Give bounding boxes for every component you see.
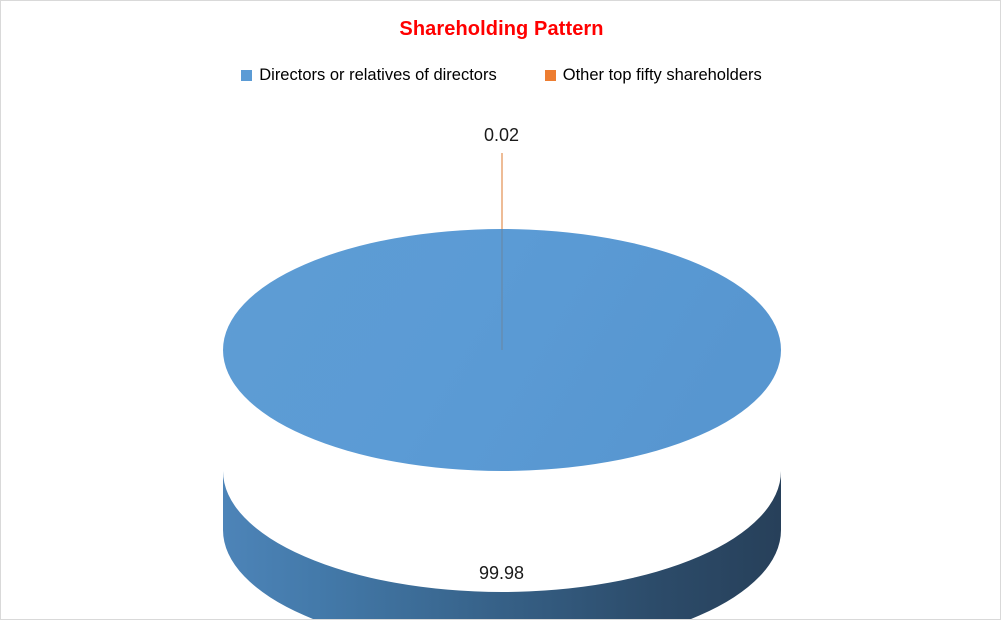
legend-item-directors[interactable]: Directors or relatives of directors [241,67,497,84]
pie-3d-side-wall [223,471,781,619]
legend-swatch-blue-icon [241,69,253,81]
plot-area [1,101,1000,619]
pie-chart-3d [223,153,781,619]
legend-label-directors: Directors or relatives of directors [259,66,497,84]
data-label-directors: 99.98 [478,563,525,583]
data-label-other-shareholders: 0.02 [483,125,520,145]
legend-item-other-shareholders[interactable]: Other top fifty shareholders [544,66,762,84]
chart-legend: Directors or relatives of directors Othe… [1,66,1000,84]
legend-label-other-shareholders: Other top fifty shareholders [562,66,762,84]
chart-title: Shareholding Pattern [399,18,604,40]
legend-swatch-orange-icon [544,69,556,81]
